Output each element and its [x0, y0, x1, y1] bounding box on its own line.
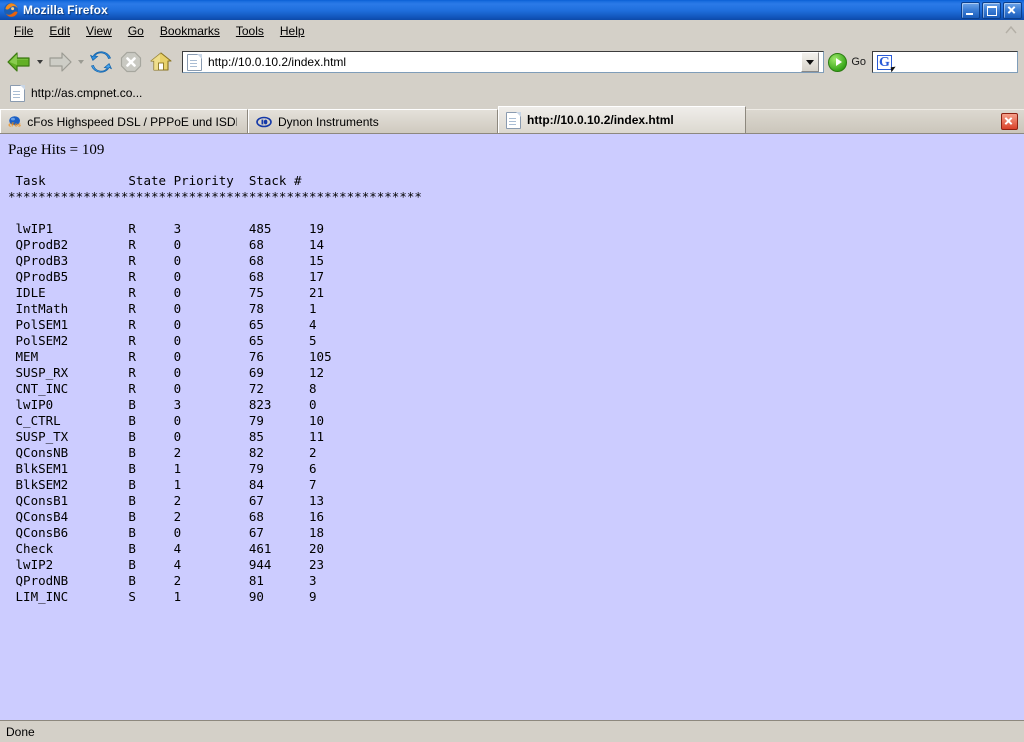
address-bar-value: http://10.0.10.2/index.html: [208, 55, 347, 69]
minimize-button[interactable]: [961, 1, 980, 19]
menu-tools-label: Tools: [235, 24, 264, 38]
search-input[interactable]: G: [872, 51, 1018, 73]
tab-dynon[interactable]: Dynon Instruments: [248, 109, 498, 133]
go-icon: [828, 52, 848, 72]
page-content: Page Hits = 109 Task State Priority Stac…: [0, 133, 1024, 720]
forward-button: [45, 47, 75, 77]
close-button[interactable]: [1003, 1, 1022, 19]
bookmarks-toolbar: http://as.cmpnet.co...: [0, 81, 1024, 105]
stop-button: [116, 47, 146, 77]
home-button[interactable]: [146, 47, 176, 77]
menu-go-label: Go: [127, 24, 144, 38]
window-title: Mozilla Firefox: [23, 3, 108, 17]
address-bar-dropdown-icon[interactable]: [801, 52, 820, 72]
status-text: Done: [6, 724, 35, 739]
close-tab-button[interactable]: [1001, 113, 1018, 130]
page-icon: [187, 53, 202, 71]
tab-index-html[interactable]: http://10.0.10.2/index.html: [498, 106, 746, 133]
menu-tools[interactable]: Tools: [228, 21, 272, 41]
page-icon: [506, 111, 521, 129]
firefox-icon: [3, 2, 19, 18]
dynon-favicon: [256, 116, 272, 127]
menu-decoration-icon: [1004, 24, 1018, 38]
menu-go[interactable]: Go: [120, 21, 152, 41]
menu-edit[interactable]: Edit: [41, 21, 78, 41]
tab-cfos[interactable]: cFos cFos Highspeed DSL / PPPoE und ISDN…: [0, 109, 248, 133]
menu-bar: File Edit View Go Bookmarks Tools Help: [0, 20, 1024, 43]
menu-help-label: Help: [279, 24, 305, 38]
menu-file[interactable]: File: [6, 21, 41, 41]
menu-view-label: View: [86, 24, 112, 38]
forward-dropdown-icon: [75, 48, 86, 76]
tab-index-html-label: http://10.0.10.2/index.html: [527, 113, 674, 127]
back-dropdown-icon[interactable]: [34, 48, 45, 76]
navigation-toolbar: http://10.0.10.2/index.html Go G: [0, 43, 1024, 81]
menu-bookmarks-label: Bookmarks: [159, 24, 220, 38]
window-controls: [961, 1, 1022, 19]
svg-text:cFos: cFos: [8, 122, 21, 128]
tab-bar: cFos cFos Highspeed DSL / PPPoE und ISDN…: [0, 105, 1024, 133]
bookmark-item-label: http://as.cmpnet.co...: [31, 86, 143, 100]
tab-cfos-label: cFos Highspeed DSL / PPPoE und ISDN CAP.…: [27, 114, 237, 129]
back-button[interactable]: [4, 47, 34, 77]
tab-bar-filler: [746, 109, 1024, 133]
cfos-favicon: cFos: [8, 115, 21, 128]
status-bar: Done: [0, 720, 1024, 742]
menu-edit-label: Edit: [49, 24, 71, 38]
menu-bookmarks[interactable]: Bookmarks: [152, 21, 228, 41]
go-button[interactable]: Go: [826, 52, 872, 72]
task-table: Task State Priority Stack # ************…: [8, 173, 422, 604]
tab-dynon-label: Dynon Instruments: [278, 114, 379, 129]
page-hits: Page Hits = 109: [8, 142, 105, 158]
page-icon: [10, 84, 25, 102]
title-bar: Mozilla Firefox: [0, 0, 1024, 20]
google-icon[interactable]: G: [877, 54, 892, 70]
reload-button[interactable]: [86, 47, 116, 77]
menu-view[interactable]: View: [78, 21, 120, 41]
go-button-label: Go: [851, 56, 866, 68]
bookmark-item[interactable]: http://as.cmpnet.co...: [6, 83, 146, 104]
address-bar[interactable]: http://10.0.10.2/index.html: [182, 51, 825, 73]
menu-file-label: File: [14, 24, 34, 38]
restore-button[interactable]: [982, 1, 1001, 19]
menu-help[interactable]: Help: [272, 21, 313, 41]
